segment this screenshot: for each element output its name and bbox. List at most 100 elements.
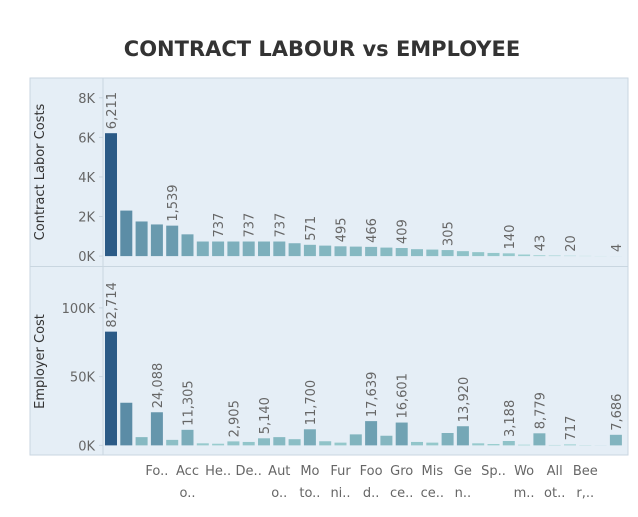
- x-tick-label: ni..: [330, 486, 350, 501]
- bar: [548, 255, 561, 257]
- value-label: 11,305: [182, 380, 197, 426]
- bar: [349, 434, 362, 446]
- bar: [533, 433, 546, 446]
- bar: [411, 249, 423, 257]
- value-label: 82,714: [105, 282, 120, 328]
- value-label: 20: [564, 235, 579, 252]
- value-label: 1,539: [166, 184, 181, 221]
- x-tick-label: He..: [205, 464, 231, 479]
- bar: [212, 241, 225, 257]
- bar: [441, 433, 454, 446]
- x-tick-label: n..: [455, 486, 472, 501]
- value-label: 571: [304, 216, 319, 241]
- bar: [426, 249, 439, 257]
- y-tick-label: 6K: [78, 131, 95, 146]
- x-tick-label: ce..: [390, 486, 413, 501]
- bar: [319, 245, 332, 257]
- x-tick-label: Aut: [268, 464, 290, 479]
- y-tick-label: 0K: [78, 250, 95, 265]
- y-tick-label: 4K: [78, 171, 95, 186]
- bar: [334, 246, 347, 257]
- value-label: 7,686: [610, 394, 625, 431]
- value-label: 305: [442, 221, 457, 246]
- value-label: 5,140: [258, 397, 273, 434]
- bar: [120, 402, 133, 446]
- x-tick-label: Bee: [573, 464, 598, 479]
- y-axis-title: Employer Cost: [33, 314, 48, 409]
- bar: [242, 441, 255, 446]
- chart-title: CONTRACT LABOUR vs EMPLOYEE: [124, 37, 520, 61]
- bar: [518, 254, 531, 257]
- x-tick-label: Gro: [390, 464, 413, 479]
- bar: [135, 437, 148, 446]
- x-tick-label: Wo: [514, 464, 534, 479]
- bar: [105, 331, 117, 446]
- value-label: 2,905: [227, 400, 242, 437]
- value-label: 737: [273, 213, 288, 238]
- bar: [365, 421, 378, 446]
- value-label: 24,088: [151, 363, 166, 409]
- bar: [564, 444, 576, 446]
- x-tick-label: Acc: [176, 464, 199, 479]
- bar: [487, 252, 500, 257]
- x-tick-label: Mo: [300, 464, 319, 479]
- x-tick-label: ot..: [544, 486, 565, 501]
- value-label: 737: [212, 213, 227, 238]
- bar: [166, 439, 179, 446]
- bar: [120, 210, 133, 257]
- bar: [227, 241, 240, 257]
- bar: [365, 246, 378, 257]
- x-tick-label: d..: [363, 486, 380, 501]
- bar: [472, 252, 485, 257]
- x-tick-label: Fur: [330, 464, 351, 479]
- value-label: 140: [503, 225, 518, 250]
- x-tick-label: m..: [514, 486, 535, 501]
- bar: [411, 441, 423, 446]
- bar: [288, 243, 301, 257]
- x-tick-label: ce..: [421, 486, 444, 501]
- x-tick-label: All: [547, 464, 563, 479]
- y-tick-label: 0K: [78, 439, 95, 454]
- bar: [166, 225, 179, 257]
- value-label: 495: [335, 217, 350, 242]
- bar: [273, 241, 286, 257]
- value-label: 466: [365, 218, 380, 243]
- bar: [227, 441, 240, 446]
- x-tick-label: o..: [271, 486, 287, 501]
- bar: [426, 442, 439, 446]
- bar: [150, 224, 163, 257]
- value-label: 13,920: [457, 377, 472, 423]
- bar: [380, 247, 393, 257]
- bar: [303, 429, 316, 446]
- value-label: 6,211: [105, 92, 120, 129]
- value-label: 8,779: [533, 392, 548, 429]
- x-tick-label: r,..: [576, 486, 594, 501]
- x-tick-label: Sp..: [481, 464, 506, 479]
- bar: [395, 422, 408, 446]
- x-tick-label: o..: [180, 486, 196, 501]
- bar: [518, 444, 531, 446]
- value-label: 43: [533, 235, 548, 252]
- x-tick-label: to..: [299, 486, 320, 501]
- bar: [487, 444, 500, 446]
- y-tick-label: 2K: [78, 211, 95, 226]
- bar: [533, 255, 546, 257]
- value-label: 11,700: [304, 380, 319, 426]
- value-label: 737: [243, 213, 258, 238]
- y-tick-label: 100K: [62, 302, 96, 317]
- y-axis-title: Contract Labor Costs: [33, 103, 48, 240]
- bar: [334, 442, 347, 446]
- bar: [258, 241, 270, 257]
- bar: [181, 234, 194, 257]
- bar: [502, 253, 515, 257]
- bar: [242, 241, 255, 257]
- bar: [395, 248, 408, 257]
- value-label: 409: [396, 219, 411, 244]
- y-tick-label: 8K: [78, 92, 95, 107]
- y-tick-label: 50K: [70, 371, 96, 386]
- bar: [472, 443, 485, 446]
- value-label: 3,188: [503, 400, 518, 437]
- bar: [273, 437, 286, 446]
- value-label: 4: [610, 244, 625, 252]
- bar: [502, 440, 515, 446]
